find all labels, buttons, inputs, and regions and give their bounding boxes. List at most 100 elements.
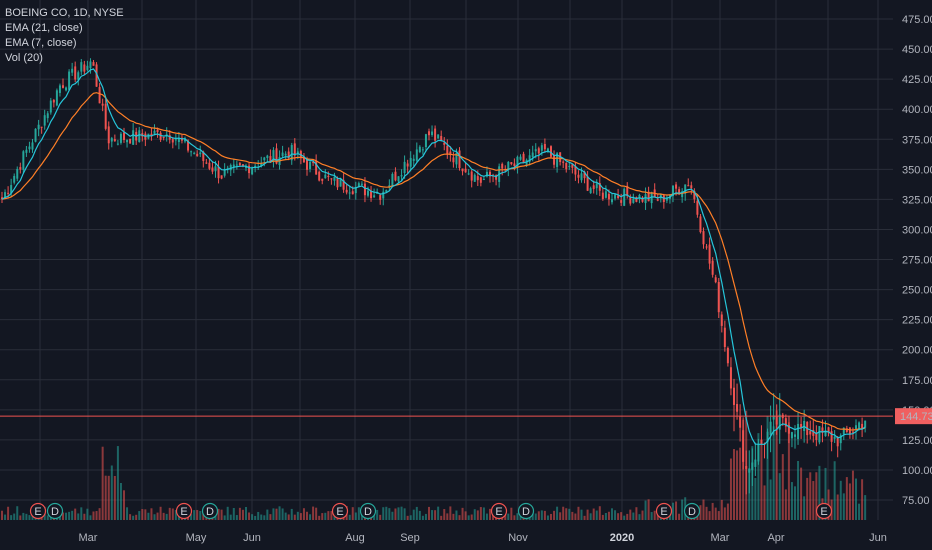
volume-bar [232,507,235,520]
price-tick-label: 275.00 [902,255,932,267]
time-tick-label: Nov [508,532,528,544]
volume-bar [330,511,333,520]
volume-bar [797,460,800,520]
volume-bar [260,514,263,520]
volume-bar [71,510,74,520]
volume-bar [440,515,443,520]
candle-body [571,164,574,168]
candle-body [452,157,455,163]
candle-body [293,143,296,156]
volume-bar [116,446,119,520]
price-axis[interactable]: 75.00100.00125.00150.00175.00200.00225.0… [902,14,932,507]
candle-body [1,197,3,200]
candle-body [138,130,141,143]
volume-bar [394,508,397,520]
volume-bar [550,513,552,520]
candle-body [184,138,186,142]
candle-body [833,436,836,439]
volume-bar [321,513,324,520]
candle-body [629,197,632,204]
volume-bar [534,513,537,520]
candle-body [464,168,467,173]
volume-bar [678,513,681,520]
candle-body [40,126,43,128]
volume-legend[interactable]: Vol (20) [5,52,43,64]
candle-body [43,115,46,126]
symbol-title[interactable]: BOEING CO, 1D, NYSE [5,7,124,19]
candle-body [315,161,318,175]
candle-body [211,167,214,172]
candle-body [458,150,461,169]
price-tick-label: 400.00 [902,104,932,116]
candle-body [790,432,793,439]
candle-body [516,156,519,168]
volume-bar [229,514,232,520]
candle-body [302,156,305,163]
time-axis[interactable]: Mar May Jun Aug Sep Nov 2020 Mar Apr Jun [79,532,887,544]
candle-body [171,139,174,143]
candle-body [123,132,125,140]
volume-bar [739,447,742,520]
volume-bar [543,510,546,520]
volume-bar [757,433,760,520]
candle-body [126,139,129,143]
volume-bar [641,510,644,520]
volume-bar [397,507,400,520]
ema7-legend[interactable]: EMA (7, close) [5,37,77,49]
candle-body [778,414,781,430]
volume-bar [7,506,10,520]
volume-bar [403,508,406,520]
volume-bar [141,509,144,520]
volume-bars [1,410,867,520]
candle-body [37,124,40,130]
chart-grid [0,0,893,520]
volume-bar [577,506,580,520]
candle-body [815,433,818,440]
ema21-legend[interactable]: EMA (21, close) [5,22,83,34]
volume-bar [851,470,854,520]
candle-body [687,185,690,187]
volume-bar [717,511,720,520]
candle-body [80,62,83,72]
candle-body [223,170,226,176]
volume-bar [238,507,241,520]
candle-body [794,434,796,437]
candle-body [787,425,790,434]
price-tick-label: 250.00 [902,285,932,297]
last-price-badge-bg [895,408,932,425]
candle-body [391,173,394,186]
dividend-marker-icon [683,502,701,520]
candle-body [272,150,275,162]
volume-bar [74,508,77,520]
volume-bar [269,514,272,520]
dividend-marker-icon [46,502,64,520]
volume-bar [766,416,769,520]
volume-bar [806,477,809,520]
last-price-value: 144.73 [900,411,932,423]
candle-body [839,435,842,444]
volume-bar [318,515,321,520]
volume-bar [565,508,568,520]
volume-bar [275,508,278,520]
candle-body [98,87,101,104]
price-tick-label: 200.00 [902,345,932,357]
volume-bar [516,513,519,520]
candle-body [177,137,180,143]
volume-bar [601,514,604,520]
candle-body [370,190,373,199]
candle-body [598,183,601,191]
volume-bar [46,515,49,520]
volume-bar [281,508,284,520]
time-tick-label: 2020 [610,532,634,544]
candle-body [583,171,586,179]
volume-bar [241,509,244,520]
price-tick-label: 475.00 [902,14,932,26]
candle-body [77,72,80,80]
candle-body [507,161,510,170]
candle-body [428,131,430,136]
candle-body [797,423,800,440]
volume-bar [537,511,540,520]
candle-body [726,347,729,364]
candle-body [193,152,196,154]
